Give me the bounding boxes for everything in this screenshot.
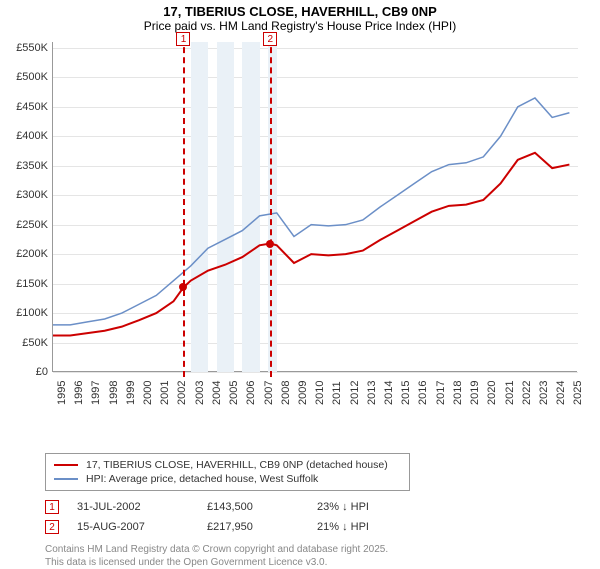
x-axis-label: 2002 xyxy=(176,381,188,405)
y-axis-label: £0 xyxy=(10,366,48,378)
legend-box: 17, TIBERIUS CLOSE, HAVERHILL, CB9 0NP (… xyxy=(45,453,410,491)
transaction-price: £217,950 xyxy=(207,521,317,533)
y-axis-label: £250K xyxy=(10,219,48,231)
y-axis-label: £300K xyxy=(10,189,48,201)
plot-area: 12 xyxy=(52,42,577,372)
x-axis-label: 2011 xyxy=(331,381,343,405)
footer-line1: Contains HM Land Registry data © Crown c… xyxy=(45,543,600,556)
transaction-marker: 1 xyxy=(45,500,59,514)
title-line1: 17, TIBERIUS CLOSE, HAVERHILL, CB9 0NP xyxy=(0,4,600,19)
x-axis-label: 2021 xyxy=(504,381,516,405)
y-axis-label: £100K xyxy=(10,307,48,319)
x-axis-label: 2012 xyxy=(349,381,361,405)
x-axis-label: 1996 xyxy=(73,381,85,405)
legend-label-price: 17, TIBERIUS CLOSE, HAVERHILL, CB9 0NP (… xyxy=(86,459,388,471)
legend-row-price: 17, TIBERIUS CLOSE, HAVERHILL, CB9 0NP (… xyxy=(54,458,401,472)
y-axis-label: £200K xyxy=(10,248,48,260)
x-axis-label: 2001 xyxy=(159,381,171,405)
transaction-date: 31-JUL-2002 xyxy=(77,501,207,513)
x-axis-label: 2017 xyxy=(435,381,447,405)
y-axis-label: £50K xyxy=(10,337,48,349)
event-dot xyxy=(266,240,274,248)
x-axis-label: 2003 xyxy=(194,381,206,405)
x-axis-label: 2023 xyxy=(538,381,550,405)
x-axis-label: 2022 xyxy=(521,381,533,405)
title-line2: Price paid vs. HM Land Registry's House … xyxy=(0,19,600,33)
legend-row-hpi: HPI: Average price, detached house, West… xyxy=(54,472,401,486)
y-axis-label: £150K xyxy=(10,278,48,290)
y-axis-label: £550K xyxy=(10,42,48,54)
x-axis-label: 2008 xyxy=(280,381,292,405)
x-axis-label: 2018 xyxy=(452,381,464,405)
y-axis-label: £450K xyxy=(10,101,48,113)
x-axis-label: 2006 xyxy=(245,381,257,405)
transaction-marker: 2 xyxy=(45,520,59,534)
y-axis-label: £350K xyxy=(10,160,48,172)
transaction-table: 1 31-JUL-2002 £143,500 23% ↓ HPI 2 15-AU… xyxy=(45,497,600,537)
footer-line2: This data is licensed under the Open Gov… xyxy=(45,556,600,569)
transaction-row: 1 31-JUL-2002 £143,500 23% ↓ HPI xyxy=(45,497,600,517)
transaction-delta: 21% ↓ HPI xyxy=(317,521,417,533)
transaction-delta: 23% ↓ HPI xyxy=(317,501,417,513)
y-axis-label: £400K xyxy=(10,130,48,142)
event-marker: 1 xyxy=(176,32,190,46)
chart-container: 17, TIBERIUS CLOSE, HAVERHILL, CB9 0NP P… xyxy=(0,0,600,560)
x-axis-label: 2024 xyxy=(555,381,567,405)
title-block: 17, TIBERIUS CLOSE, HAVERHILL, CB9 0NP P… xyxy=(0,0,600,35)
x-axis-label: 2016 xyxy=(417,381,429,405)
x-axis-label: 2005 xyxy=(228,381,240,405)
legend-swatch-hpi xyxy=(54,478,78,480)
transaction-row: 2 15-AUG-2007 £217,950 21% ↓ HPI xyxy=(45,517,600,537)
x-axis-label: 2004 xyxy=(211,381,223,405)
x-axis-label: 2010 xyxy=(314,381,326,405)
x-axis-label: 1995 xyxy=(56,381,68,405)
x-axis-label: 2015 xyxy=(400,381,412,405)
line-layer xyxy=(53,42,578,372)
legend-label-hpi: HPI: Average price, detached house, West… xyxy=(86,473,318,485)
transaction-price: £143,500 xyxy=(207,501,317,513)
x-axis-label: 2013 xyxy=(366,381,378,405)
x-axis-label: 2014 xyxy=(383,381,395,405)
x-axis-label: 2020 xyxy=(486,381,498,405)
x-axis-label: 1997 xyxy=(90,381,102,405)
x-axis-label: 2007 xyxy=(263,381,275,405)
footer-attribution: Contains HM Land Registry data © Crown c… xyxy=(45,543,600,569)
x-axis-label: 1999 xyxy=(125,381,137,405)
x-axis-label: 2025 xyxy=(572,381,584,405)
transaction-date: 15-AUG-2007 xyxy=(77,521,207,533)
legend-swatch-price xyxy=(54,464,78,466)
x-axis-label: 2019 xyxy=(469,381,481,405)
y-axis-label: £500K xyxy=(10,71,48,83)
series-hpi xyxy=(53,98,569,325)
x-axis-label: 2000 xyxy=(142,381,154,405)
chart-area: 12 £0 £50K £100K £150K £200K £250K £300K £350K £… xyxy=(10,37,585,417)
x-axis-label: 2009 xyxy=(297,381,309,405)
event-marker: 2 xyxy=(263,32,277,46)
x-axis-label: 1998 xyxy=(108,381,120,405)
